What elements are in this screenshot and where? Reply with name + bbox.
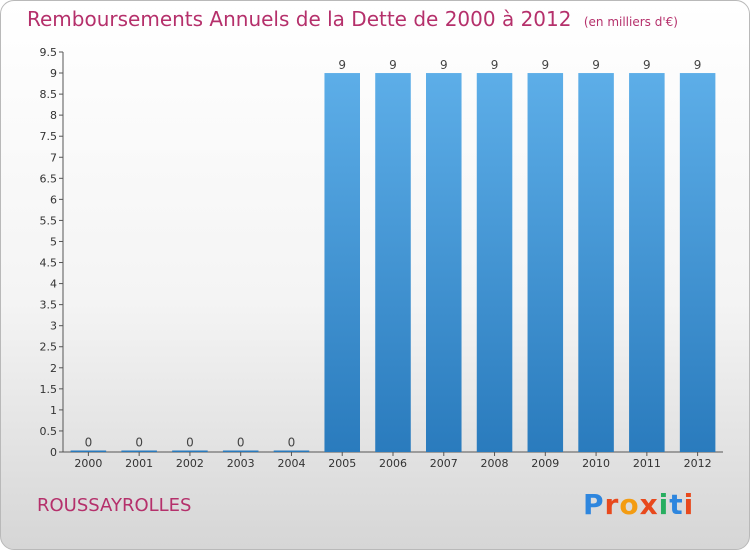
logo-letter: i — [658, 488, 670, 521]
x-tick-label: 2002 — [176, 457, 204, 470]
y-tick-label: 2 — [50, 362, 57, 375]
logo-letter: P — [583, 488, 605, 521]
bar[interactable] — [476, 73, 513, 452]
logo-letter: x — [639, 488, 659, 521]
x-tick-label: 2006 — [379, 457, 407, 470]
bar-value-label: 9 — [592, 58, 600, 72]
y-tick-label: 0.5 — [40, 425, 58, 438]
y-axis: 0 0.5 1 1.5 2 2.5 3 3.5 4 4.5 5 5.5 6 6.5 7 7.5 8 8.5 9 9.5 — [40, 46, 64, 459]
y-tick-label: 8 — [50, 109, 57, 122]
bar[interactable] — [70, 450, 107, 453]
bar-value-label: 9 — [338, 58, 346, 72]
y-tick-label: 7.5 — [40, 130, 58, 143]
y-tick-label: 3.5 — [40, 299, 58, 312]
bar[interactable] — [679, 73, 716, 452]
bar-value-label: 0 — [186, 436, 194, 450]
y-tick-label: 1.5 — [40, 383, 58, 396]
logo-letter: r — [604, 488, 620, 521]
x-tick-label: 2005 — [328, 457, 356, 470]
y-tick-label: 4.5 — [40, 257, 58, 270]
y-tick-label: 9 — [50, 67, 57, 80]
x-tick-label: 2012 — [684, 457, 712, 470]
bar[interactable] — [426, 73, 462, 452]
bar-value-label: 0 — [237, 436, 245, 450]
bar[interactable] — [172, 450, 208, 453]
chart-unit: (en milliers d'€) — [583, 15, 678, 29]
y-tick-label: 3 — [50, 320, 57, 333]
logo-letter: t — [669, 488, 684, 521]
bar-value-label: 0 — [85, 436, 93, 450]
x-tick-label: 2001 — [125, 457, 153, 470]
chart-title: Remboursements Annuels de la Dette de 20… — [27, 7, 678, 31]
bar-value-label: 0 — [135, 436, 143, 450]
bar[interactable] — [121, 450, 157, 453]
bar[interactable] — [527, 73, 564, 452]
x-tick-label: 2004 — [277, 457, 305, 470]
proxiti-logo[interactable]: Proxiti — [583, 488, 694, 521]
x-tick-label: 2010 — [582, 457, 610, 470]
y-tick-label: 5.5 — [40, 214, 58, 227]
y-tick-label: 9.5 — [40, 46, 58, 59]
y-tick-label: 1 — [50, 404, 57, 417]
bar-value-label: 9 — [643, 58, 651, 72]
bars: 0 0 0 0 0 9 9 9 9 9 9 9 9 — [70, 58, 716, 453]
y-tick-label: 7 — [50, 151, 57, 164]
commune-name: ROUSSAYROLLES — [37, 495, 192, 516]
bar[interactable] — [629, 73, 665, 452]
y-tick-label: 5 — [50, 235, 57, 248]
bar[interactable] — [578, 73, 614, 452]
x-tick-label: 2000 — [74, 457, 102, 470]
y-tick-label: 0 — [50, 446, 57, 459]
chart-title-text: Remboursements Annuels de la Dette de 20… — [27, 7, 572, 31]
bar[interactable] — [273, 450, 310, 453]
bar-value-label: 9 — [541, 58, 549, 72]
bar[interactable] — [222, 450, 259, 453]
bar-value-label: 9 — [440, 58, 448, 72]
x-tick-label: 2003 — [227, 457, 255, 470]
y-tick-label: 4 — [50, 278, 57, 291]
logo-letter: i — [683, 488, 695, 521]
y-tick-label: 6 — [50, 193, 57, 206]
bar-value-label: 0 — [288, 436, 296, 450]
bar[interactable] — [375, 73, 411, 452]
bar-value-label: 9 — [491, 58, 499, 72]
bar-value-label: 9 — [389, 58, 397, 72]
bar-value-label: 9 — [694, 58, 702, 72]
x-axis: 2000 2001 2002 2003 2004 2005 2006 2007 2008 2009… — [63, 451, 723, 470]
y-tick-label: 2.5 — [40, 341, 58, 354]
y-tick-label: 8.5 — [40, 88, 58, 101]
x-tick-label: 2007 — [430, 457, 458, 470]
x-tick-label: 2008 — [481, 457, 509, 470]
y-tick-label: 6.5 — [40, 172, 58, 185]
bar[interactable] — [324, 73, 360, 452]
logo-letter: o — [619, 488, 640, 521]
x-tick-label: 2011 — [633, 457, 661, 470]
x-tick-label: 2009 — [531, 457, 559, 470]
